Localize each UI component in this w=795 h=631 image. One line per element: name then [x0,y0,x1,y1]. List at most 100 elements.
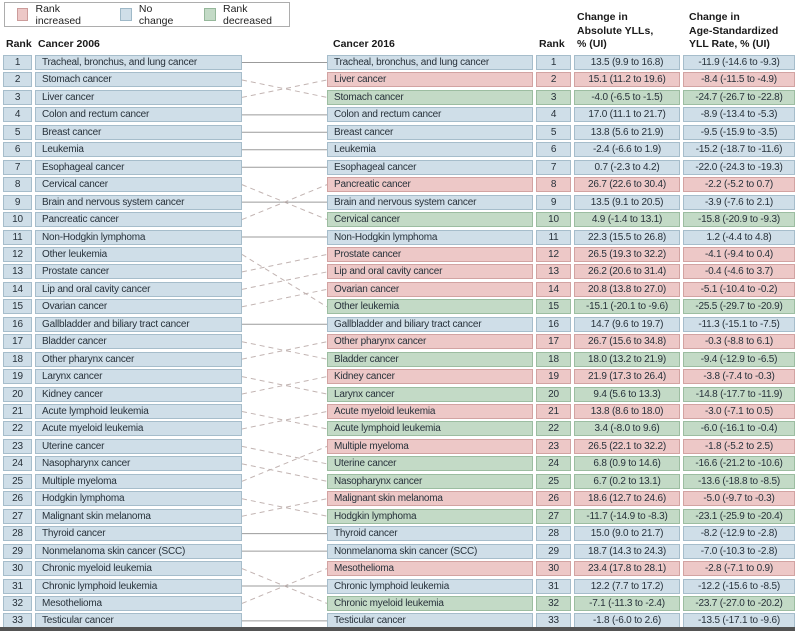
rank-2016-cell: 20 [536,386,571,402]
rank-2016-cell: 23 [536,438,571,454]
change-abs-ylls-cell: 18.0 (13.2 to 21.9) [574,351,680,367]
cancer-2016-cell: Uterine cancer [327,456,533,472]
rank-2016-cell: 29 [536,543,571,559]
cancer-2006-cell: Nasopharynx cancer [35,456,242,472]
cancer-2016-cell: Chronic myeloid leukemia [327,595,533,611]
rank-2006-cell: 30 [3,561,32,577]
change-age-std-cell: -5.1 (-10.4 to -0.2) [683,281,795,297]
change-abs-ylls-cell: 0.7 (-2.3 to 4.2) [574,159,680,175]
cancer-2016-cell: Other leukemia [327,299,533,315]
cancer-2016-cell: Chronic lymphoid leukemia [327,578,533,594]
rank-2016-cell: 25 [536,473,571,489]
legend-item-rank-increased: Rank increased [17,3,98,27]
bottom-edge [0,627,795,631]
change-abs-ylls-cell: 26.7 (15.6 to 34.8) [574,334,680,350]
cancer-2006-cell: Tracheal, bronchus, and lung cancer [35,55,242,70]
change-abs-ylls-cell: 21.9 (17.3 to 26.4) [574,369,680,385]
connector-line [242,498,327,517]
rank-2006-cell: 29 [3,543,32,559]
connector-line [242,271,327,290]
rank-2016-cell: 11 [536,229,571,245]
cancer-2006-cell: Gallbladder and biliary tract cancer [35,316,242,332]
change-abs-ylls-cell: 13.8 (8.6 to 18.0) [574,404,680,419]
change-age-std-cell: -11.9 (-14.6 to -9.3) [683,55,795,70]
rank-2006-cell: 9 [3,194,32,210]
change-age-std-cell: -9.4 (-12.9 to -6.5) [683,351,795,367]
change-abs-ylls-cell: 15.1 (11.2 to 19.6) [574,72,680,88]
change-age-std-cell: -8.2 (-12.9 to -2.8) [683,526,795,542]
rank-2016-cell: 15 [536,299,571,315]
table-row: 21 Acute lymphoid leukemia Acute myeloid… [0,404,795,419]
cancer-2006-cell: Cervical cancer [35,177,242,193]
cancer-2006-cell: Acute lymphoid leukemia [35,404,242,419]
change-age-std-cell: -23.1 (-25.9 to -20.4) [683,508,795,524]
rank-2006-cell: 31 [3,578,32,594]
col-header-rank-2016: Rank [539,38,565,50]
rank-2016-cell: 21 [536,404,571,419]
connector-line [242,253,327,273]
cancer-2016-cell: Pancreatic cancer [327,177,533,193]
table-row: 20 Kidney cancer Larynx cancer 20 9.4 (5… [0,386,795,402]
change-age-std-cell: -2.8 (-7.1 to 0.9) [683,561,795,577]
table-row: 16 Gallbladder and biliary tract cancer … [0,316,795,332]
rank-increased-swatch-icon [17,8,29,21]
change-age-std-cell: -15.8 (-20.9 to -9.3) [683,212,795,228]
rank-2016-cell: 32 [536,595,571,611]
rank-2016-cell: 26 [536,491,571,507]
cancer-2016-cell: Breast cancer [327,124,533,140]
cancer-2016-cell: Gallbladder and biliary tract cancer [327,316,533,332]
table-row: 22 Acute myeloid leukemia Acute lymphoid… [0,421,795,437]
cancer-2006-cell: Stomach cancer [35,72,242,88]
change-abs-ylls-cell: 4.9 (-1.4 to 13.1) [574,212,680,228]
change-age-std-cell: -13.6 (-18.8 to -8.5) [683,473,795,489]
cancer-2016-cell: Stomach cancer [327,89,533,105]
change-age-std-cell: -3.9 (-7.6 to 2.1) [683,194,795,210]
table-row: 15 Ovarian cancer Other leukemia 15 -15.… [0,299,795,315]
rank-2006-cell: 26 [3,491,32,507]
rank-2016-cell: 28 [536,526,571,542]
legend-item-rank-decreased: Rank decreased [204,3,289,27]
connector-line [242,341,327,360]
change-age-std-cell: -25.5 (-29.7 to -20.9) [683,299,795,315]
change-abs-ylls-cell: 13.5 (9.9 to 16.8) [574,55,680,70]
connector-line [242,79,327,98]
change-age-std-cell: -3.8 (-7.4 to -0.3) [683,369,795,385]
table-row: 2 Stomach cancer Liver cancer 2 15.1 (11… [0,72,795,88]
change-age-std-cell: -8.4 (-11.5 to -4.9) [683,72,795,88]
cancer-2006-cell: Lip and oral cavity cancer [35,281,242,297]
table-row: 7 Esophageal cancer Esophageal cancer 7 … [0,159,795,175]
change-abs-ylls-cell: 12.2 (7.7 to 17.2) [574,578,680,594]
rank-2016-cell: 3 [536,89,571,105]
rank-2006-cell: 14 [3,281,32,297]
table-row: 14 Lip and oral cavity cancer Ovarian ca… [0,281,795,297]
cancer-2006-cell: Colon and rectum cancer [35,107,242,123]
change-abs-ylls-cell: 3.4 (-8.0 to 9.6) [574,421,680,437]
table-row: 4 Colon and rectum cancer Colon and rect… [0,107,795,123]
rank-2006-cell: 4 [3,107,32,123]
change-abs-ylls-cell: 26.5 (22.1 to 32.2) [574,438,680,454]
rank-2016-cell: 22 [536,421,571,437]
rank-2006-cell: 25 [3,473,32,489]
rank-2016-cell: 27 [536,508,571,524]
connector-line [242,445,327,482]
change-abs-ylls-cell: 18.6 (12.7 to 24.6) [574,491,680,507]
cancer-2006-cell: Ovarian cancer [35,299,242,315]
table-row: 3 Liver cancer Stomach cancer 3 -4.0 (-6… [0,89,795,105]
rank-2016-cell: 1 [536,55,571,70]
cancer-2006-cell: Bladder cancer [35,334,242,350]
rank-2006-cell: 6 [3,142,32,158]
rank-2016-cell: 30 [536,561,571,577]
rank-2006-cell: 13 [3,264,32,280]
rank-2006-cell: 8 [3,177,32,193]
table-row: 25 Multiple myeloma Nasopharynx cancer 2… [0,473,795,489]
change-abs-ylls-cell: 17.0 (11.1 to 21.7) [574,107,680,123]
cancer-2006-cell: Kidney cancer [35,386,242,402]
rank-connector-lines [242,62,327,622]
connector-line [242,445,327,465]
rank-2006-cell: 32 [3,595,32,611]
connector-line [242,341,327,360]
connector-line [242,411,327,430]
table-row: 19 Larynx cancer Kidney cancer 19 21.9 (… [0,369,795,385]
connector-line [242,498,327,517]
